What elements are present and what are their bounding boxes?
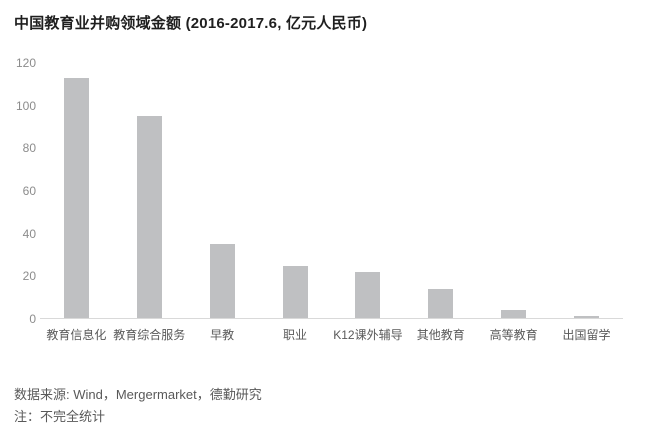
x-category-label: 高等教育 (489, 328, 538, 342)
bar (501, 310, 527, 319)
bar (355, 272, 381, 319)
bar (282, 266, 308, 319)
y-axis-tick-label: 0 (29, 312, 36, 326)
y-axis-tick-label: 40 (22, 226, 36, 241)
x-category-label: 出国留学 (562, 328, 611, 342)
bar (63, 78, 89, 319)
y-axis-tick-label: 100 (15, 98, 36, 113)
x-category-label: 教育综合服务 (113, 328, 186, 342)
bar (428, 289, 454, 319)
y-axis-tick-label: 120 (15, 56, 36, 70)
x-category-label: K12课外辅导 (333, 328, 403, 342)
x-category-label: 早教 (210, 328, 235, 342)
statistics-note: 注：不完全统计 (14, 409, 106, 424)
x-category-label: 其他教育 (416, 328, 465, 342)
y-axis-tick-label: 20 (22, 269, 36, 284)
y-axis-tick-label: 60 (22, 184, 36, 198)
bar (136, 116, 162, 319)
x-axis-line (40, 318, 623, 319)
bar (574, 316, 600, 319)
y-axis-tick-label: 80 (22, 141, 36, 156)
data-source-note: 数据来源: Wind，Mergermarket，德勤研究 (14, 387, 262, 402)
x-category-label: 职业 (283, 328, 308, 342)
bar (209, 244, 235, 319)
x-category-label: 教育信息化 (46, 328, 107, 342)
chart-title: 中国教育业并购领域金额 (2016-2017.6, 亿元人民币) (14, 15, 368, 32)
